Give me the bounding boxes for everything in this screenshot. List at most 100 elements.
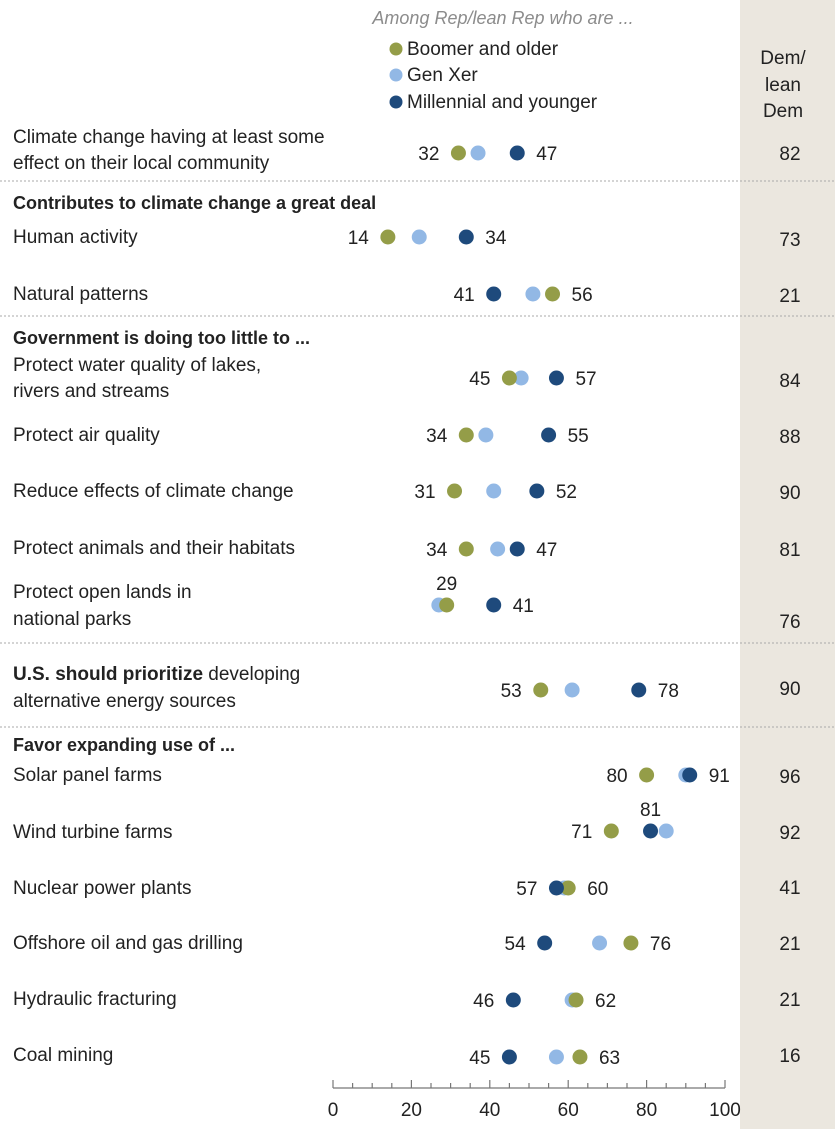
row-16-value-label-3: 57 bbox=[516, 879, 537, 900]
row-1-value-label-1: 32 bbox=[418, 144, 439, 165]
row-18-dem-value: 21 bbox=[779, 990, 800, 1011]
row-12-dem-value: 90 bbox=[779, 679, 800, 700]
row-18-dot-millennial-and-younger bbox=[505, 992, 521, 1008]
row-3-value-label-1: 14 bbox=[348, 228, 370, 249]
legend-marker-3 bbox=[389, 95, 403, 109]
row-1-label-line-2: effect on their local community bbox=[13, 153, 270, 174]
row-1-dot-gen-xer bbox=[470, 145, 486, 161]
row-4-label-line-1: Natural patterns bbox=[13, 284, 148, 305]
row-8-dot-millennial-and-younger bbox=[529, 483, 545, 499]
row-15-dot-boomer-and-older bbox=[603, 823, 619, 839]
row-4-dot-boomer-and-older bbox=[545, 286, 561, 302]
row-19-value-label-3: 45 bbox=[469, 1048, 490, 1069]
row-7-dem-value: 88 bbox=[779, 427, 800, 448]
row-7-dot-gen-xer bbox=[478, 427, 494, 443]
row-10-value-label-1: 29 bbox=[436, 574, 457, 595]
section-header-11: U.S. should prioritize developing bbox=[13, 664, 300, 685]
row-6-dem-value: 84 bbox=[779, 371, 801, 392]
row-1-dot-millennial-and-younger bbox=[509, 145, 525, 161]
row-1-dot-boomer-and-older bbox=[450, 145, 466, 161]
row-7-label-line-1: Protect air quality bbox=[13, 425, 160, 446]
row-17-label-line-1: Offshore oil and gas drilling bbox=[13, 933, 243, 954]
row-6-value-label-1: 45 bbox=[469, 369, 490, 390]
x-tick-label-40: 40 bbox=[479, 1100, 500, 1121]
legend-label-2: Gen Xer bbox=[407, 65, 478, 86]
row-6-dot-boomer-and-older bbox=[501, 370, 517, 386]
dem-header-line-1: Dem/ bbox=[760, 48, 806, 69]
row-4-dem-value: 21 bbox=[779, 286, 800, 307]
row-15-dem-value: 92 bbox=[779, 823, 800, 844]
row-9-value-label-1: 34 bbox=[426, 540, 448, 561]
row-14-dot-boomer-and-older bbox=[639, 767, 655, 783]
row-3-dot-millennial-and-younger bbox=[458, 229, 474, 245]
row-16-dem-value: 41 bbox=[779, 878, 800, 899]
row-7-dot-millennial-and-younger bbox=[541, 427, 557, 443]
row-4-value-label-3: 41 bbox=[454, 285, 475, 306]
row-18-value-label-3: 46 bbox=[473, 991, 494, 1012]
row-17-dem-value: 21 bbox=[779, 934, 800, 955]
row-1-label-line-1: Climate change having at least some bbox=[13, 127, 325, 148]
row-6-label-line-1: Protect water quality of lakes, bbox=[13, 355, 261, 376]
legend-marker-2 bbox=[389, 68, 403, 82]
row-17-dot-gen-xer bbox=[592, 935, 608, 951]
row-10-dot-millennial-and-younger bbox=[486, 597, 502, 613]
row-6-dot-millennial-and-younger bbox=[548, 370, 564, 386]
section-header-5: Government is doing too little to ... bbox=[13, 328, 310, 348]
row-8-dot-boomer-and-older bbox=[447, 483, 463, 499]
x-tick-label-100: 100 bbox=[709, 1100, 741, 1121]
row-6-dot-gen-xer bbox=[513, 370, 529, 386]
row-19-dot-gen-xer bbox=[548, 1049, 564, 1065]
chart-title: Among Rep/lean Rep who are ... bbox=[371, 8, 633, 28]
row-8-dem-value: 90 bbox=[779, 483, 800, 504]
row-12-value-label-1: 53 bbox=[501, 681, 522, 702]
row-8-value-label-3: 52 bbox=[556, 482, 577, 503]
x-tick-label-80: 80 bbox=[636, 1100, 657, 1121]
row-3-dem-value: 73 bbox=[779, 230, 800, 251]
row-17-dot-millennial-and-younger bbox=[537, 935, 553, 951]
row-12-value-label-3: 78 bbox=[658, 681, 679, 702]
row-17-value-label-1: 76 bbox=[650, 934, 671, 955]
row-18-value-label-1: 62 bbox=[595, 991, 616, 1012]
row-16-dot-millennial-and-younger bbox=[548, 880, 564, 896]
row-6-value-label-3: 57 bbox=[575, 369, 596, 390]
row-17-dot-boomer-and-older bbox=[623, 935, 639, 951]
row-10-label-line-1: Protect open lands in bbox=[13, 582, 192, 603]
row-12-dot-millennial-and-younger bbox=[631, 682, 647, 698]
row-10-dem-value: 76 bbox=[779, 612, 800, 633]
legend-label-1: Boomer and older bbox=[407, 39, 559, 60]
row-10-value-label-3: 41 bbox=[513, 596, 534, 617]
dem-header-line-3: Dem bbox=[763, 101, 803, 122]
row-8-dot-gen-xer bbox=[486, 483, 502, 499]
row-3-dot-gen-xer bbox=[411, 229, 427, 245]
dem-header-line-2: lean bbox=[765, 75, 801, 96]
row-16-dot-boomer-and-older bbox=[560, 880, 576, 896]
legend-marker-1 bbox=[389, 42, 403, 56]
row-8-label-line-1: Reduce effects of climate change bbox=[13, 481, 294, 502]
row-7-dot-boomer-and-older bbox=[458, 427, 474, 443]
row-1-value-label-3: 47 bbox=[536, 144, 557, 165]
x-tick-label-0: 0 bbox=[328, 1100, 339, 1121]
row-19-value-label-1: 63 bbox=[599, 1048, 620, 1069]
row-9-dot-boomer-and-older bbox=[458, 541, 474, 557]
section-header-13: Favor expanding use of ... bbox=[13, 735, 235, 755]
row-8-value-label-1: 31 bbox=[414, 482, 435, 503]
row-9-value-label-3: 47 bbox=[536, 540, 557, 561]
row-6-label-line-2: rivers and streams bbox=[13, 381, 169, 402]
row-19-dem-value: 16 bbox=[779, 1046, 800, 1067]
row-9-dem-value: 81 bbox=[779, 540, 800, 561]
row-12-dot-boomer-and-older bbox=[533, 682, 549, 698]
row-15-dot-millennial-and-younger bbox=[643, 823, 659, 839]
row-14-value-label-3: 91 bbox=[709, 766, 730, 787]
row-3-dot-boomer-and-older bbox=[380, 229, 396, 245]
row-19-dot-millennial-and-younger bbox=[501, 1049, 517, 1065]
row-19-dot-boomer-and-older bbox=[572, 1049, 588, 1065]
row-17-value-label-3: 54 bbox=[505, 934, 527, 955]
row-15-dot-gen-xer bbox=[658, 823, 674, 839]
row-4-value-label-1: 56 bbox=[572, 285, 593, 306]
row-10-dot-boomer-and-older bbox=[439, 597, 455, 613]
row-1-dem-value: 82 bbox=[779, 144, 800, 165]
row-14-value-label-1: 80 bbox=[606, 766, 627, 787]
row-3-label-line-1: Human activity bbox=[13, 227, 138, 248]
row-9-dot-gen-xer bbox=[490, 541, 506, 557]
